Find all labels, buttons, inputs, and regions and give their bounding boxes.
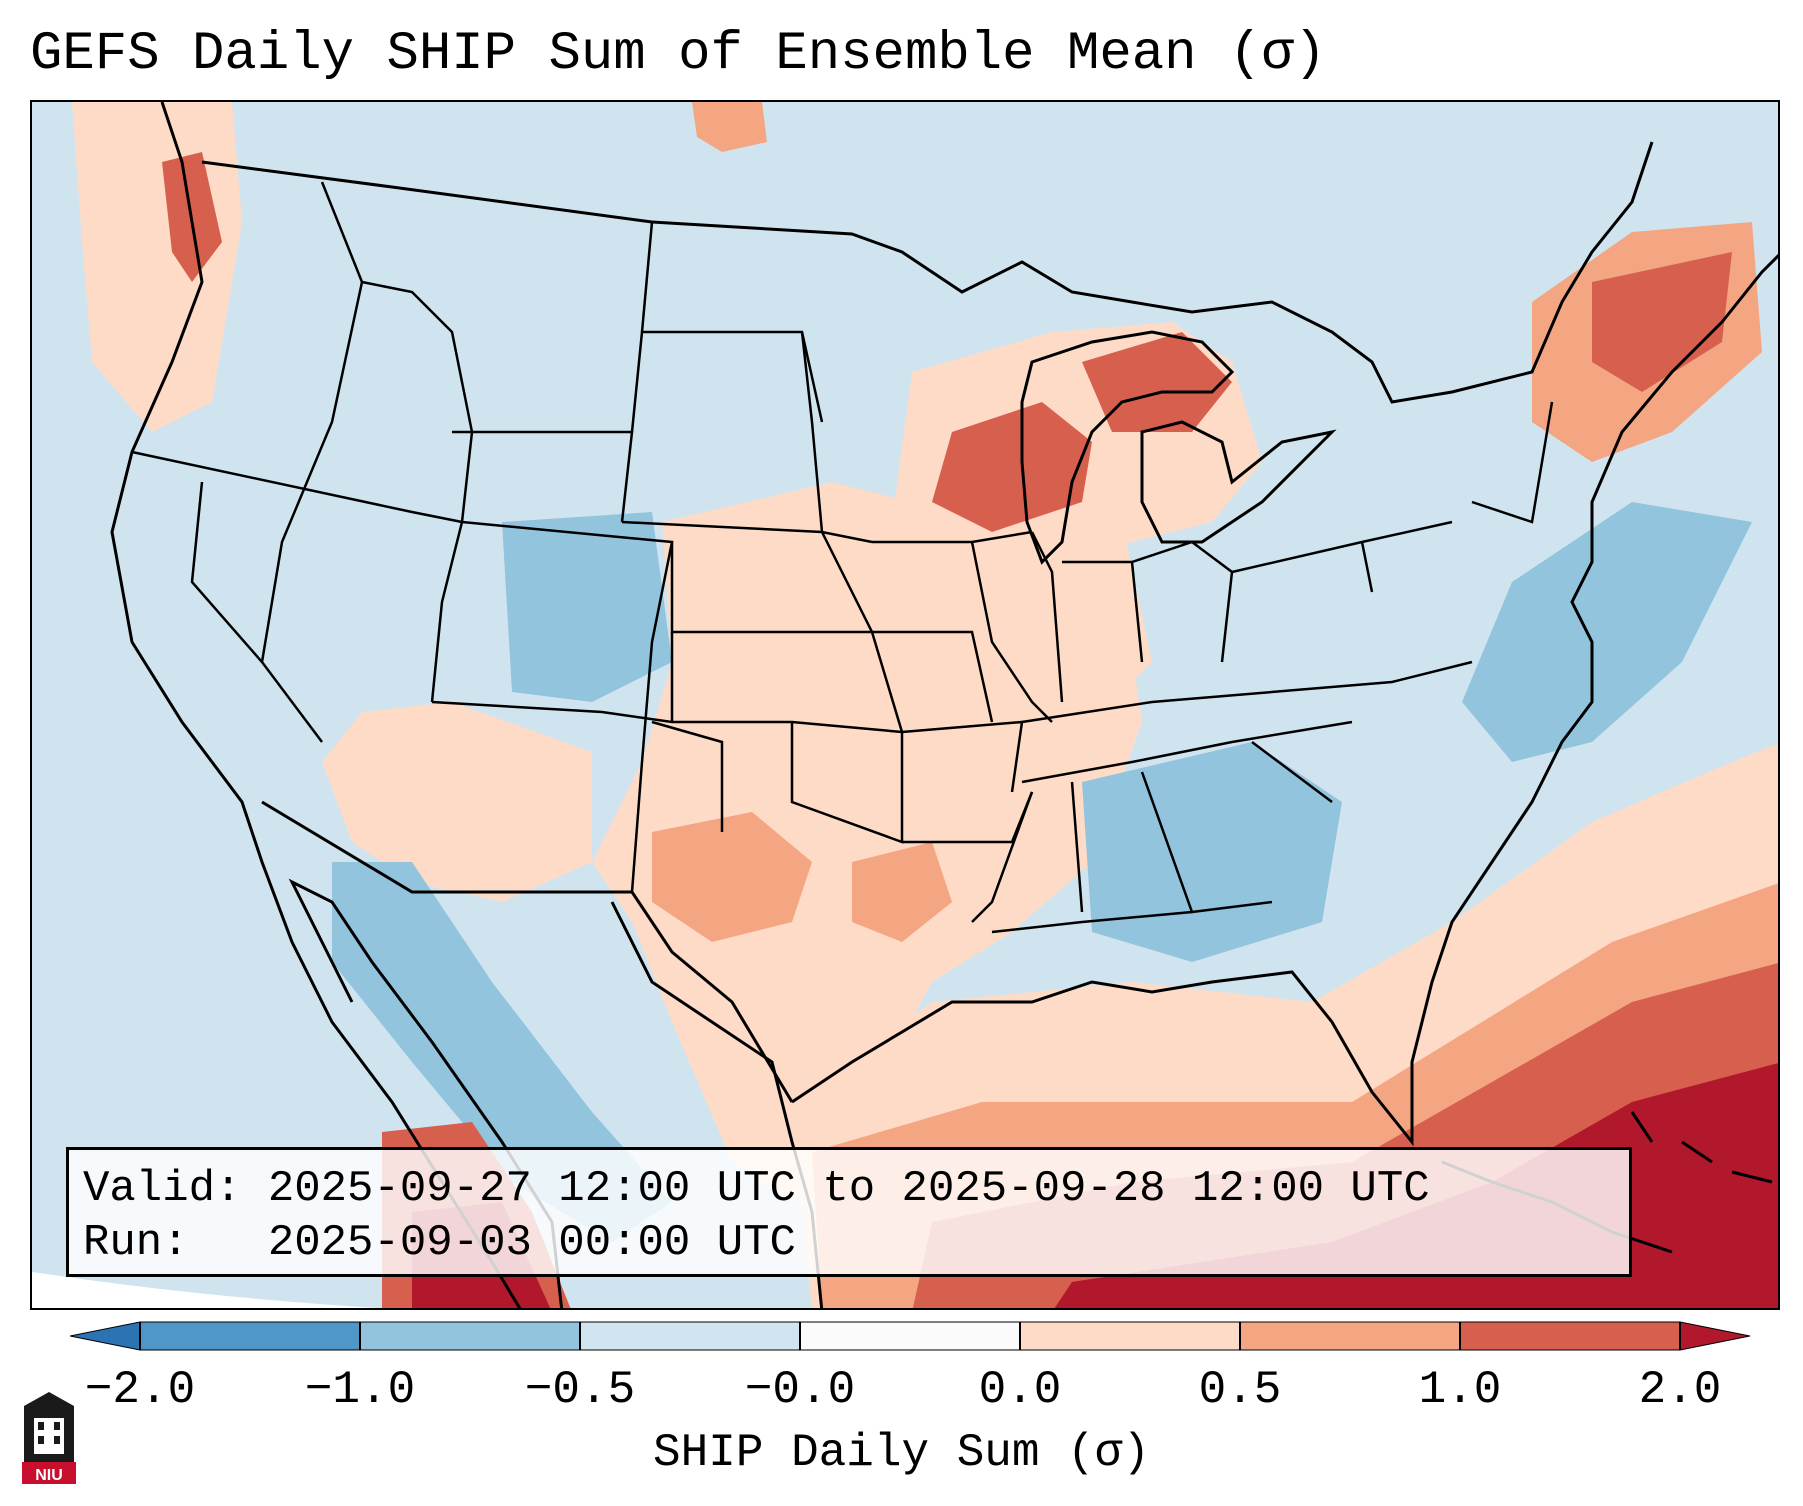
chart-title: GEFS Daily SHIP Sum of Ensemble Mean (σ) [30, 24, 1327, 85]
colorbar-bin [579, 1321, 801, 1351]
anomaly-region [652, 812, 812, 942]
anomaly-region [1082, 742, 1342, 962]
logo-text: NIU [35, 1467, 63, 1484]
colorbar-label: SHIP Daily Sum (σ) [653, 1427, 1150, 1479]
anomaly-region [72, 102, 242, 432]
run-label: Run: [83, 1218, 189, 1268]
colorbar-bin [1459, 1321, 1681, 1351]
state-borders [131, 181, 1554, 934]
coastline [110, 102, 1778, 1308]
map-canvas [32, 102, 1778, 1308]
valid-run-infobox: Valid: 2025-09-27 12:00 UTC to 2025-09-2… [66, 1147, 1632, 1277]
great-lakes-east [1140, 420, 1337, 544]
colorbar-tick-label: −2.0 [84, 1364, 196, 1416]
map-panel [30, 100, 1780, 1310]
anomaly-region [692, 102, 767, 152]
colorbar-bin [70, 1321, 141, 1351]
niu-logo: NIU [22, 1392, 76, 1484]
colorbar-bin [359, 1321, 581, 1351]
anomaly-region [932, 402, 1092, 532]
anomaly-region [322, 702, 592, 902]
anomaly-region [1082, 332, 1232, 432]
colorbar-tick-label: 0.0 [978, 1364, 1062, 1416]
colorbar-bin [139, 1321, 361, 1351]
valid-label: Valid: [83, 1164, 242, 1214]
valid-value: 2025-09-27 12:00 UTC to 2025-09-28 12:00… [267, 1164, 1430, 1214]
anomaly-region [852, 842, 952, 942]
anomaly-region [1462, 502, 1752, 762]
bahamas-outline [1630, 1111, 1773, 1184]
colorbar-tick-label: 0.5 [1198, 1364, 1282, 1416]
colorbar-bin [1239, 1321, 1461, 1351]
colorbar-bin [1679, 1321, 1750, 1351]
colorbar-tick-label: −1.0 [304, 1364, 416, 1416]
us-canada-border [201, 141, 1654, 404]
anomaly-region [502, 512, 672, 702]
anomaly-region [1022, 522, 1152, 722]
colorbar-bin [799, 1321, 1021, 1351]
colorbar-tick-label: −0.5 [524, 1364, 636, 1416]
colorbar-tick-label: −0.0 [744, 1364, 856, 1416]
projection-edge [32, 1272, 378, 1308]
colorbar-bin [1019, 1321, 1241, 1351]
colorbar-tick-label: 1.0 [1418, 1364, 1502, 1416]
colorbar-tick-label: 2.0 [1638, 1364, 1722, 1416]
run-value: 2025-09-03 00:00 UTC [267, 1218, 796, 1268]
great-lakes [1020, 330, 1235, 565]
anomaly-region [1592, 252, 1732, 392]
colorbar [70, 1321, 1750, 1351]
